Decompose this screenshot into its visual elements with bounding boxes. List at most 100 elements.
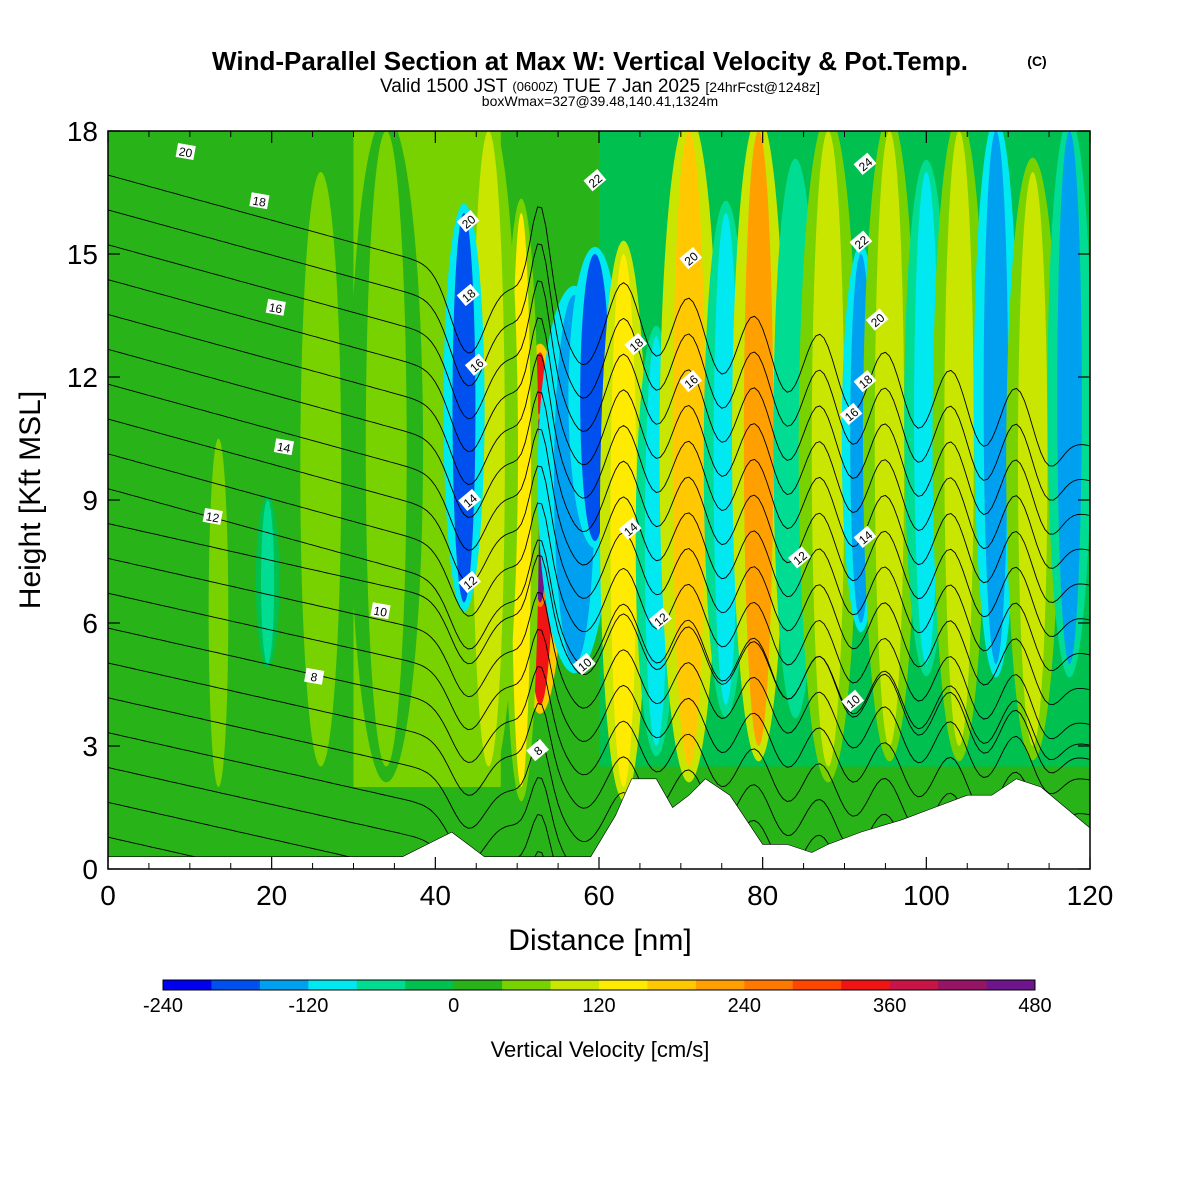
contour-label-box — [456, 210, 480, 233]
colorbar-swatch — [792, 980, 842, 990]
x-tick-label: 40 — [420, 880, 451, 911]
contour-label-box — [679, 369, 703, 393]
colorbar-swatch — [259, 980, 309, 990]
contour-label: 14 — [273, 438, 294, 456]
colorbar-swatch — [308, 980, 358, 990]
y-tick-label: 15 — [67, 239, 98, 270]
contour-label-box — [841, 689, 865, 713]
chart-title: Wind-Parallel Section at Max W: Vertical… — [212, 46, 968, 76]
x-tick-label: 0 — [100, 880, 116, 911]
colorbar: -240 -120 0 120 240 360 480 — [143, 979, 1052, 1017]
y-tick-label: 3 — [82, 731, 98, 762]
colorbar-swatch — [163, 980, 212, 990]
colorbar-swatch — [841, 980, 891, 990]
contour-label-box — [572, 652, 596, 676]
plot-area: 20 18 16 14 12 10 8 20 18 16 14 12 8 10 22 18 14 12 20 16 24… — [108, 131, 1090, 869]
contour-label-text: 12 — [205, 509, 221, 525]
contour-label-box — [249, 192, 270, 210]
contour-label: 20 — [679, 246, 703, 270]
contour-label: 18 — [249, 192, 270, 210]
velocity-core — [452, 213, 476, 603]
contour-label: 12 — [649, 607, 672, 631]
velocity-core — [208, 438, 229, 787]
contour-label: 8 — [526, 738, 549, 762]
subtitle-valid: Valid 1500 JST — [380, 76, 508, 97]
subtitle-forecast: [24hrFcst@1248z] — [705, 79, 820, 95]
contour-label: 20 — [175, 143, 196, 161]
axes: 0 20 40 60 80 100 120 0 3 6 9 12 15 18 — [67, 116, 1114, 911]
velocity-bands — [108, 131, 1090, 869]
theta-contour-line — [108, 418, 1090, 706]
contour-label-text: 10 — [373, 604, 389, 620]
contour-label: 16 — [464, 353, 488, 376]
theta-contour-line — [108, 557, 1090, 795]
theta-contour-line — [108, 174, 1090, 467]
theta-contour-line — [108, 801, 548, 869]
colorbar-tick-label: 120 — [582, 995, 615, 1017]
colorbar-tick-label: 360 — [873, 995, 906, 1017]
colorbar-swatch — [744, 980, 794, 990]
colorbar-swatch — [453, 980, 503, 990]
contour-label: 12 — [458, 570, 482, 594]
x-axis-label: Distance [nm] — [508, 924, 691, 957]
theta-contour-line — [108, 209, 1090, 501]
contour-label: 14 — [458, 488, 482, 512]
contour-label-box — [583, 169, 607, 192]
velocity-core — [914, 172, 939, 664]
contour-label-box — [788, 546, 811, 569]
contour-label: 18 — [853, 369, 877, 393]
colorbar-swatch — [502, 980, 552, 990]
contour-label: 16 — [679, 369, 703, 393]
contour-labels: 20 18 16 14 12 10 8 20 18 16 14 12 8 10 22 18 14 12 20 16 24… — [175, 143, 889, 762]
colorbar-swatch — [356, 980, 406, 990]
contour-label: 24 — [853, 152, 877, 175]
theta-contour-line — [108, 523, 1090, 761]
colorbar-tick-label: -120 — [288, 995, 328, 1017]
chart-title-mark: (C) — [1027, 53, 1046, 69]
velocity-core — [983, 131, 1009, 664]
colorbar-swatch — [599, 980, 648, 990]
contour-label-box — [839, 402, 863, 426]
contour-label-box — [464, 353, 488, 376]
contour-label: 18 — [624, 333, 648, 356]
y-tick-label: 12 — [67, 362, 98, 393]
velocity-core — [1057, 131, 1082, 664]
theta-contour-line — [108, 592, 1090, 829]
y-tick-label: 9 — [82, 485, 98, 516]
colorbar-tick-label: 480 — [1018, 995, 1051, 1017]
contour-label: 16 — [265, 298, 286, 316]
contour-label-text: 14 — [276, 440, 292, 456]
y-tick-label: 0 — [82, 854, 98, 885]
contour-label: 14 — [618, 517, 642, 540]
colorbar-swatch — [550, 980, 600, 990]
subtitle-utc: (0600Z) — [512, 79, 558, 94]
contour-label-box — [273, 438, 294, 456]
terrain-mask — [108, 778, 1090, 869]
contour-label: 22 — [583, 169, 607, 192]
contour-label: 10 — [572, 652, 596, 676]
x-tick-label: 100 — [903, 880, 950, 911]
contour-label-box — [202, 507, 223, 525]
contour-label: 22 — [849, 230, 873, 253]
subtitle-date: TUE 7 Jan 2025 — [563, 76, 700, 97]
colorbar-tick-label: 240 — [728, 995, 761, 1017]
contour-label-box — [458, 570, 482, 594]
contour-label-box — [853, 525, 877, 549]
contour-label-box — [849, 230, 873, 253]
chart-box-info: boxWmax=327@39.48,140.41,1324m — [482, 93, 718, 109]
contour-label: 10 — [841, 689, 865, 713]
contour-label: 14 — [853, 525, 877, 549]
colorbar-frame — [162, 979, 1036, 991]
contour-label-box — [456, 283, 480, 307]
colorbar-label: Vertical Velocity [cm/s] — [491, 1037, 710, 1062]
theta-contour-line — [108, 383, 1090, 672]
contour-label-text: 8 — [310, 670, 319, 685]
colorbar-tick-label: 0 — [448, 995, 459, 1017]
velocity-core — [1017, 172, 1048, 746]
contour-label: 20 — [456, 210, 480, 233]
velocity-core — [672, 131, 706, 767]
contour-label-box — [865, 308, 889, 331]
contour-label-box — [526, 738, 549, 762]
contour-label: 10 — [370, 602, 391, 620]
